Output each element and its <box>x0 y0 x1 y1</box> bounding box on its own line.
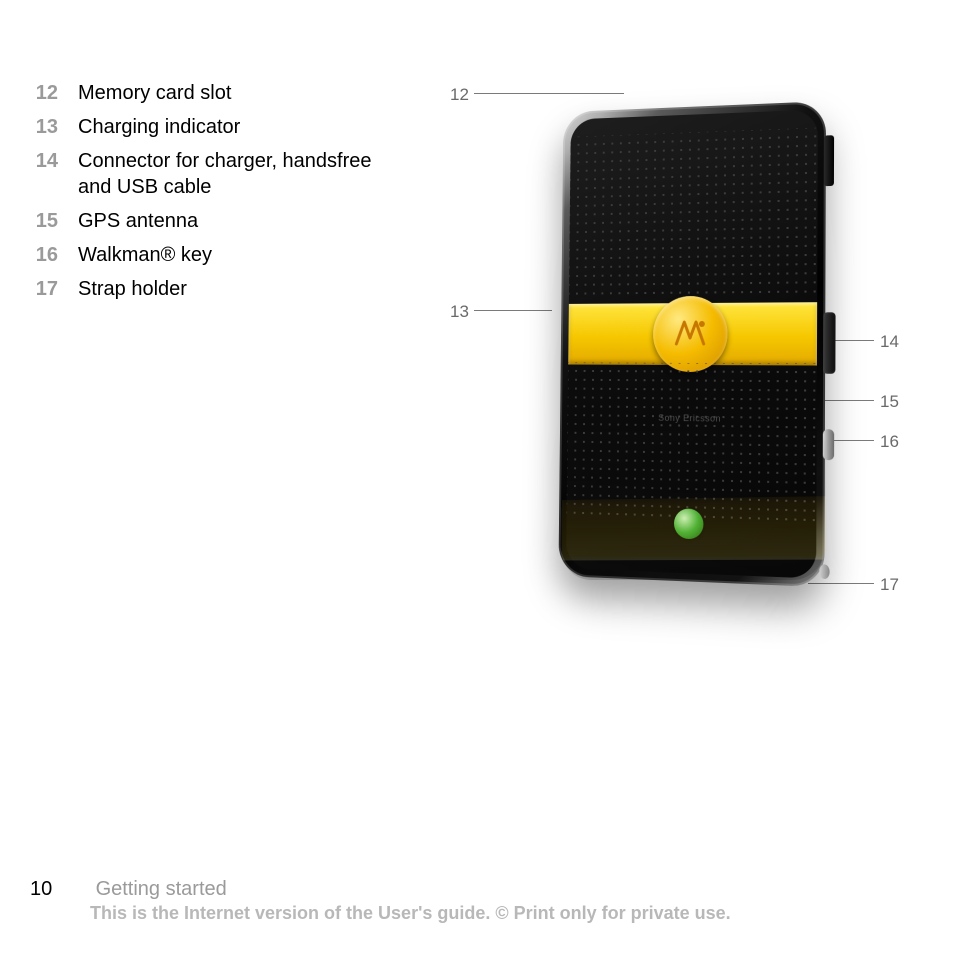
legend-number: 17 <box>30 276 78 302</box>
legend-item: 15 GPS antenna <box>30 208 390 234</box>
legend-item: 16 Walkman® key <box>30 242 390 268</box>
legend-item: 13 Charging indicator <box>30 114 390 140</box>
legend-number: 12 <box>30 80 78 106</box>
page-footer: 10 Getting started This is the Internet … <box>30 878 924 924</box>
footer-disclaimer: This is the Internet version of the User… <box>30 903 924 924</box>
legend-label: GPS antenna <box>78 208 390 234</box>
legend-label: Memory card slot <box>78 80 390 106</box>
legend-list: 12 Memory card slot 13 Charging indicato… <box>30 80 390 310</box>
legend-number: 13 <box>30 114 78 140</box>
callout-17: 17 <box>880 575 899 595</box>
legend-label: Strap holder <box>78 276 390 302</box>
legend-item: 14 Connector for charger, handsfree and … <box>30 148 390 200</box>
charger-connector <box>823 312 836 374</box>
callout-12: 12 <box>450 85 469 105</box>
section-title: Getting started <box>96 878 227 900</box>
walkman-logo-circle <box>653 296 728 372</box>
phone-reflection <box>561 417 826 580</box>
callout-line <box>824 400 874 401</box>
callout-13: 13 <box>450 302 469 322</box>
legend-label: Walkman® key <box>78 242 390 268</box>
legend-number: 16 <box>30 242 78 268</box>
speaker-grille-top <box>569 128 818 300</box>
callout-15: 15 <box>880 392 899 412</box>
phone-diagram: 12 13 14 15 16 17 <box>430 70 920 690</box>
legend-label: Charging indicator <box>78 114 390 140</box>
callout-line <box>474 310 552 311</box>
memory-card-slot <box>824 135 834 186</box>
page-number: 10 <box>30 878 90 901</box>
legend-item: 12 Memory card slot <box>30 80 390 106</box>
callout-16: 16 <box>880 432 899 452</box>
callout-14: 14 <box>880 332 899 352</box>
callout-line <box>474 93 624 94</box>
legend-item: 17 Strap holder <box>30 276 390 302</box>
walkman-icon <box>670 314 709 354</box>
footer-line1: 10 Getting started <box>30 878 924 901</box>
legend-label: Connector for charger, handsfree and USB… <box>78 148 390 200</box>
legend-number: 14 <box>30 148 78 200</box>
strap-holder <box>819 564 829 579</box>
page: 12 Memory card slot 13 Charging indicato… <box>0 0 954 954</box>
legend-number: 15 <box>30 208 78 234</box>
